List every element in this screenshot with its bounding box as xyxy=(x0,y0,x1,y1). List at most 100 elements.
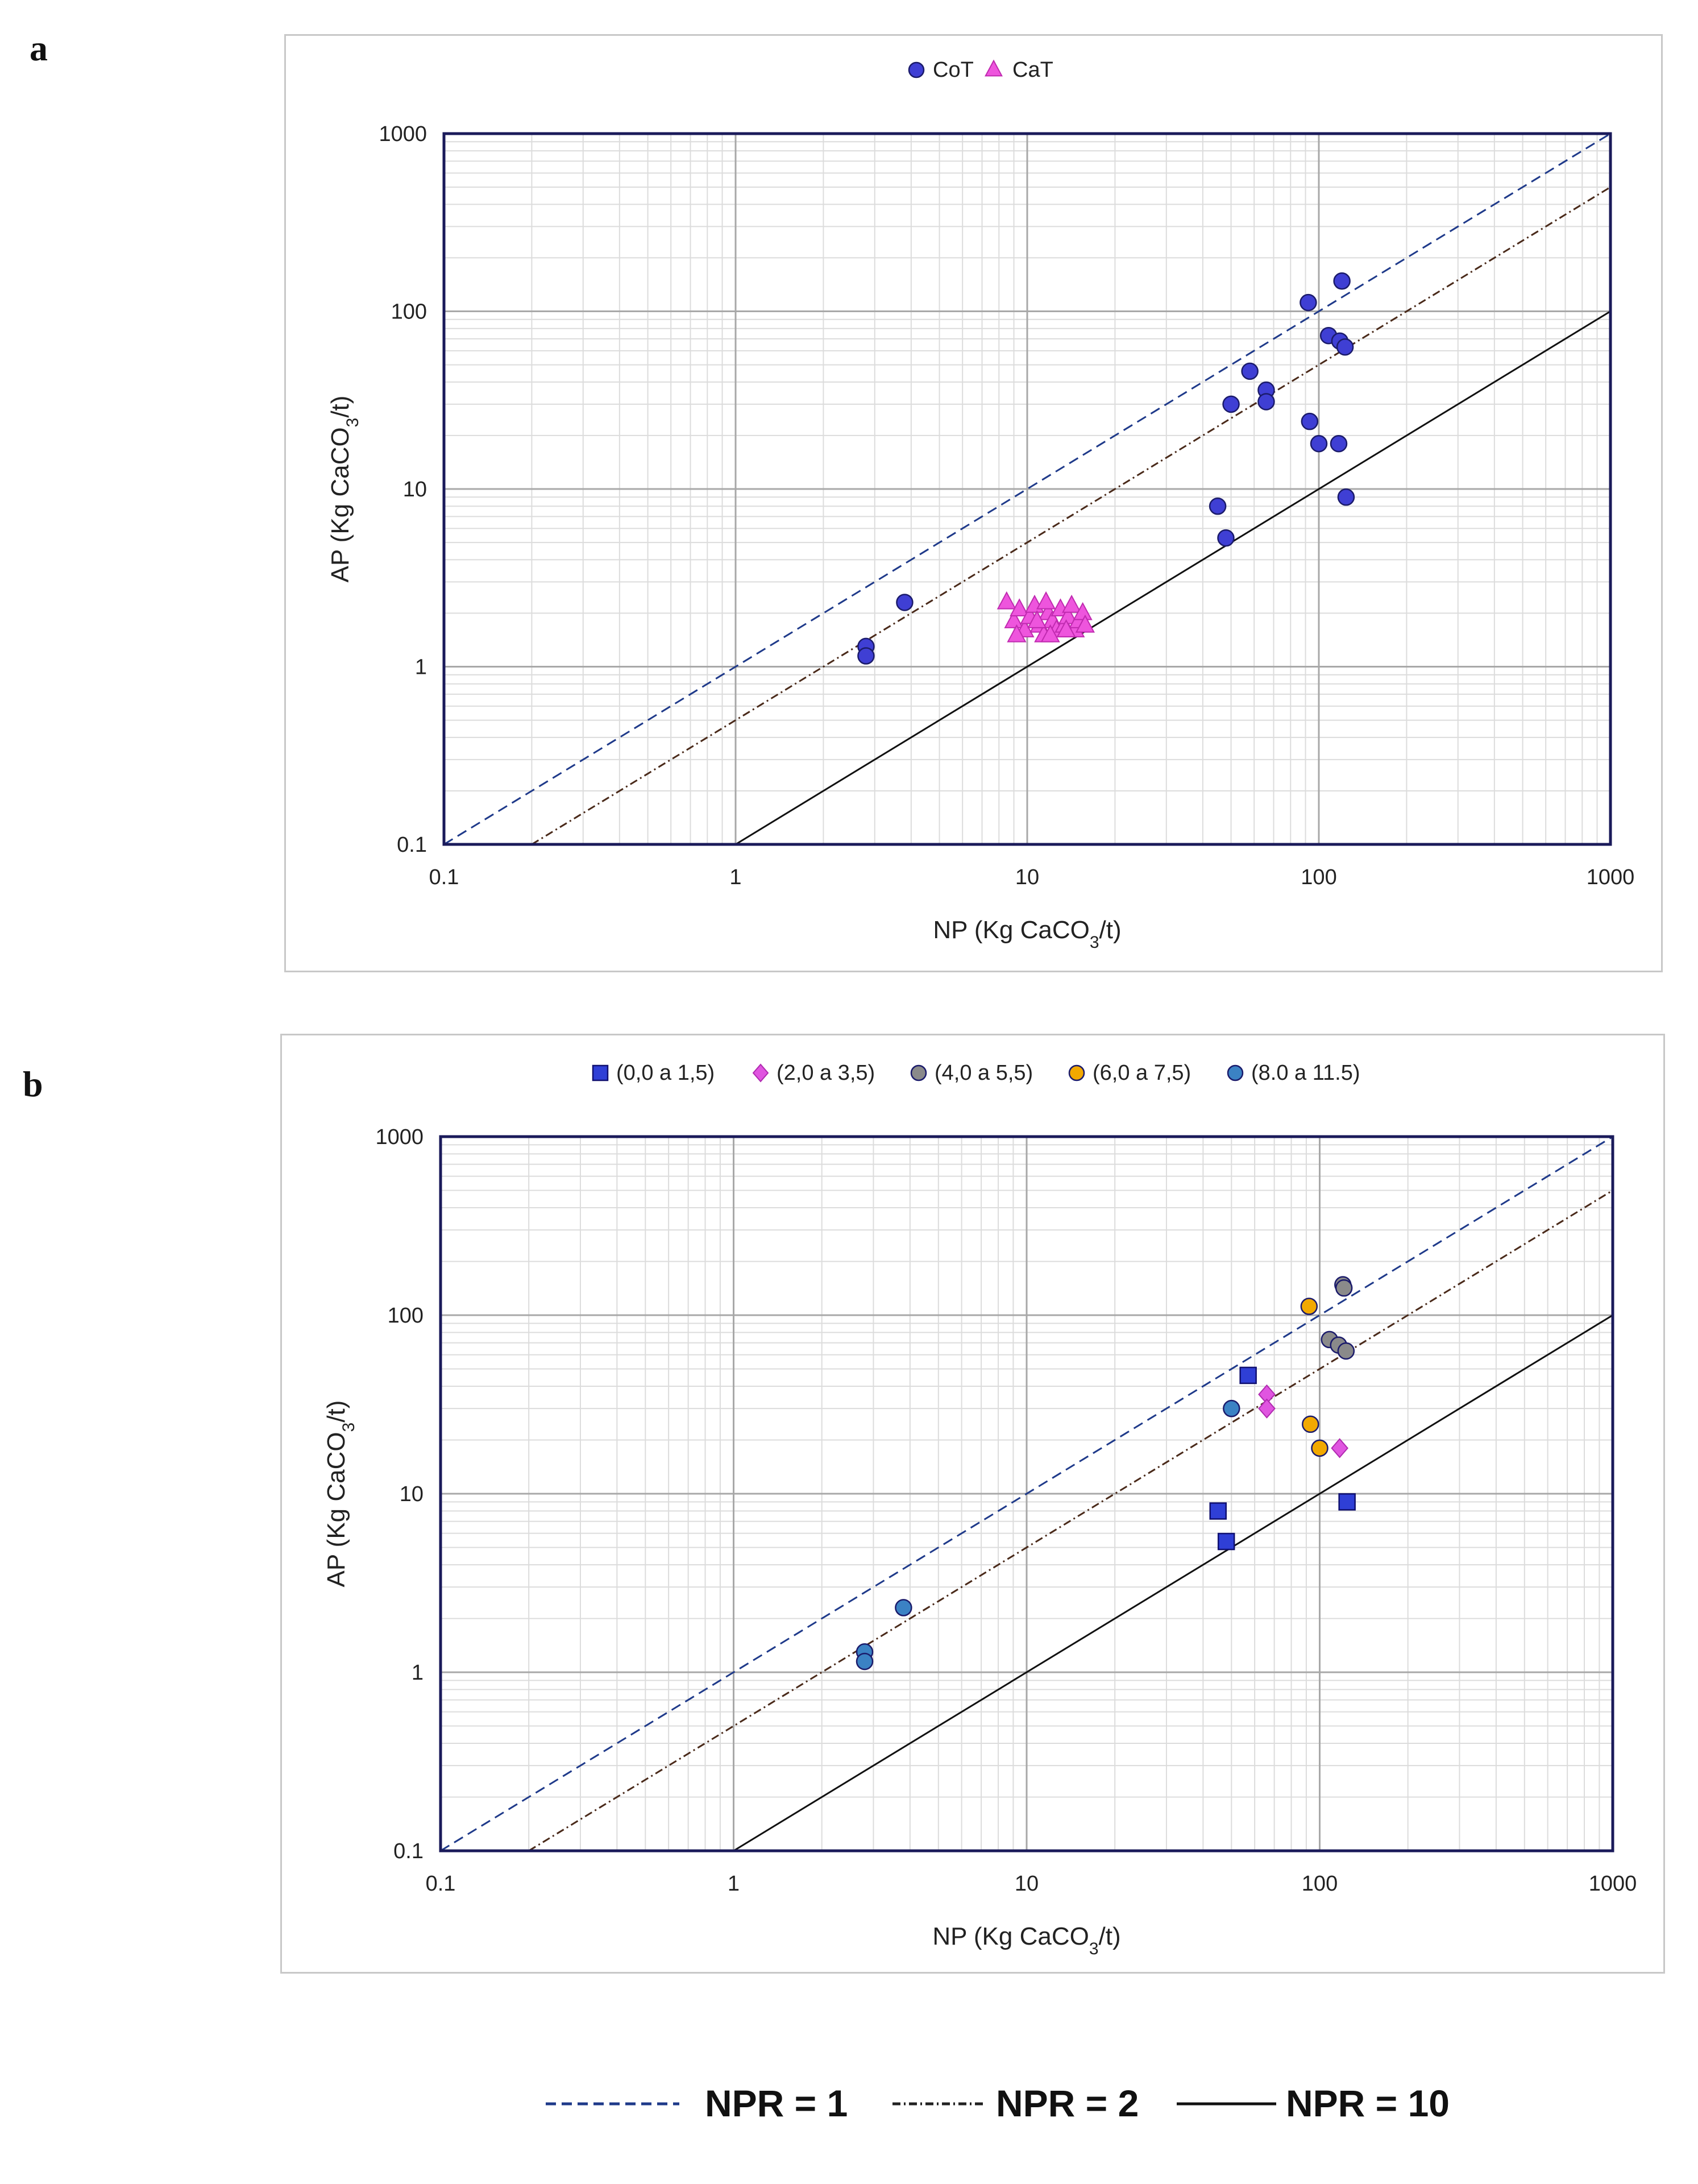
series-(2,0 a 3,5) xyxy=(1258,1384,1348,1458)
x-tick-label: 10 xyxy=(1015,865,1039,889)
y-tick-label: 1000 xyxy=(375,1125,424,1149)
reference-line-npr-2 xyxy=(528,1190,1613,1851)
data-point xyxy=(1209,1502,1227,1520)
data-point xyxy=(1062,594,1082,613)
y-tick-label: 10 xyxy=(403,478,427,502)
data-point xyxy=(1301,412,1319,430)
data-point xyxy=(1300,293,1317,312)
data-point xyxy=(1338,1493,1356,1511)
y-tick-label: 0.1 xyxy=(393,1839,424,1863)
y-axis-title: AP (Kg CaCO3/t) xyxy=(322,1400,358,1588)
series-(0,0 a 1,5) xyxy=(1209,1366,1356,1551)
npr-legend-label: NPR = 2 xyxy=(996,2082,1139,2124)
tick-labels: 0.1 1 10 100 1000 0.1 1 10 100 1000 xyxy=(375,1125,1637,1896)
data-point xyxy=(1217,1532,1235,1551)
data-point xyxy=(1331,1438,1348,1458)
data-point xyxy=(1056,619,1076,637)
y-tick-label: 1 xyxy=(412,1661,424,1685)
legend-label: (6,0 a 7,5) xyxy=(1093,1061,1191,1085)
data-point xyxy=(1223,1399,1240,1418)
series-(8.0 a 11.5) xyxy=(856,1399,1240,1671)
x-axis-title: NP (Kg CaCO3/t) xyxy=(932,1922,1120,1958)
reference-lines xyxy=(444,134,1610,844)
data-point xyxy=(1004,610,1024,628)
data-point xyxy=(1222,395,1240,413)
data-point xyxy=(1257,393,1275,411)
data-point xyxy=(1333,272,1351,290)
legend-marker-triangle xyxy=(985,59,1003,77)
panel-a-letter: a xyxy=(30,28,48,68)
panel-b-chart: 0.1 1 10 100 1000 0.1 1 10 100 1000 NP (Kg CaCO3/t… xyxy=(322,1061,1637,1958)
data-point xyxy=(1310,434,1328,453)
data-point xyxy=(1241,362,1259,380)
y-axis-title: AP (Kg CaCO3/t) xyxy=(326,396,362,583)
plot-area-border xyxy=(442,132,1612,846)
grid xyxy=(443,132,1612,846)
legend-marker-circle xyxy=(1227,1064,1244,1081)
data-point xyxy=(1337,1342,1355,1360)
series-CaT xyxy=(997,591,1095,643)
panel-a-chart: 0.1 1 10 100 1000 0.1 1 10 100 1000 NP (Kg CaCO3/t… xyxy=(326,58,1634,952)
legend-label: (0,0 a 1,5) xyxy=(616,1061,715,1085)
npr-legend: NPR = 1 NPR = 2 NPR = 10 xyxy=(546,2082,1450,2124)
data-point xyxy=(896,594,914,611)
legend-label: CaT xyxy=(1012,58,1053,82)
reference-line-npr-1 xyxy=(444,134,1610,844)
x-axis-title: NP (Kg CaCO3/t) xyxy=(933,916,1121,952)
series-CoT xyxy=(857,272,1355,665)
x-tick-label: 1 xyxy=(728,1872,740,1896)
data-point xyxy=(856,1652,874,1671)
data-point xyxy=(1040,624,1060,643)
y-tick-label: 100 xyxy=(391,300,427,324)
legend-label: CoT xyxy=(933,58,974,82)
x-tick-label: 0.1 xyxy=(426,1872,456,1896)
data-point xyxy=(1300,1298,1318,1315)
data-points xyxy=(857,272,1355,665)
x-tick-label: 0.1 xyxy=(429,865,459,889)
legend-marker-square xyxy=(592,1064,609,1081)
series-legend: CoT CaT xyxy=(908,58,1053,82)
reference-line-npr-10 xyxy=(733,1314,1613,1851)
npr-legend-label: NPR = 1 xyxy=(705,2082,848,2124)
reference-line-npr-2 xyxy=(531,186,1610,844)
panel-a-frame: 0.1 1 10 100 1000 0.1 1 10 100 1000 NP (Kg CaCO3/t… xyxy=(284,34,1663,972)
y-tick-label: 1000 xyxy=(379,122,427,146)
x-tick-label: 1 xyxy=(729,865,741,889)
panel-b-letter: b xyxy=(23,1064,43,1104)
data-point xyxy=(1336,338,1354,356)
legend-marker-circle xyxy=(1068,1064,1085,1081)
x-tick-label: 1000 xyxy=(1589,1872,1637,1896)
x-tick-label: 100 xyxy=(1301,865,1336,889)
data-point xyxy=(1010,598,1029,617)
legend-marker-circle xyxy=(910,1064,927,1081)
data-point xyxy=(1075,614,1095,633)
data-point xyxy=(1335,1279,1353,1297)
x-tick-label: 100 xyxy=(1302,1872,1338,1896)
legend-marker-diamond xyxy=(752,1063,769,1083)
y-tick-label: 1 xyxy=(415,656,427,679)
data-point xyxy=(1209,498,1227,515)
x-tick-label: 10 xyxy=(1015,1872,1039,1896)
data-point xyxy=(1311,1439,1328,1457)
npr-legend-label: NPR = 10 xyxy=(1286,2082,1450,2124)
legend-label: (2,0 a 3,5) xyxy=(777,1061,875,1085)
data-point xyxy=(997,591,1016,610)
data-point xyxy=(1302,1415,1319,1433)
data-point xyxy=(1337,488,1355,506)
legend-label: (8.0 a 11.5) xyxy=(1251,1061,1360,1085)
data-point xyxy=(1239,1366,1257,1385)
reference-lines xyxy=(441,1137,1613,1851)
data-points xyxy=(856,1276,1356,1671)
y-tick-label: 0.1 xyxy=(397,833,427,857)
panel-b-frame: 0.1 1 10 100 1000 0.1 1 10 100 1000 NP (Kg CaCO3/t… xyxy=(280,1034,1665,1974)
plot-area-border xyxy=(439,1135,1614,1853)
y-tick-label: 10 xyxy=(400,1482,424,1506)
data-point xyxy=(895,1599,912,1617)
reference-line-npr-10 xyxy=(735,310,1610,844)
y-tick-label: 100 xyxy=(388,1304,424,1328)
data-point xyxy=(1330,434,1348,453)
data-point xyxy=(1217,529,1235,547)
tick-labels: 0.1 1 10 100 1000 0.1 1 10 100 1000 xyxy=(379,122,1634,889)
data-point xyxy=(1027,610,1047,628)
data-point xyxy=(1007,624,1027,643)
